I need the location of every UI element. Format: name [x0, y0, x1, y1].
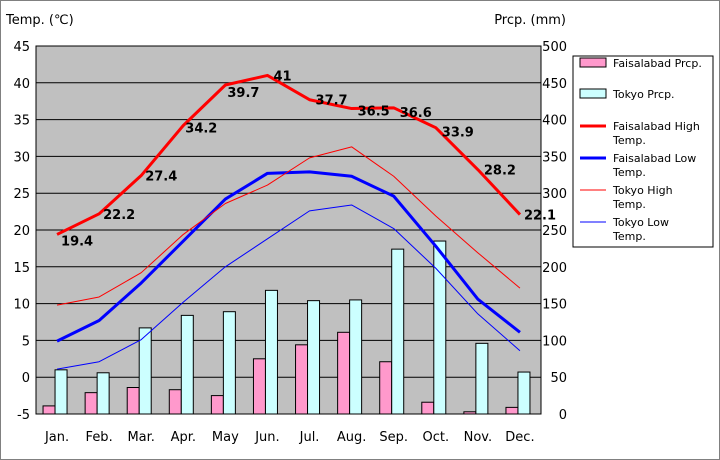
tokyo-prcp-bar	[391, 248, 405, 415]
x-tick-label: Mar.	[127, 430, 154, 445]
tokyo-prcp-bar	[264, 289, 278, 415]
right-tick-label: 350	[542, 150, 567, 165]
left-tick-label: 15	[13, 261, 30, 276]
x-tick-label: Dec.	[505, 430, 534, 445]
data-labels: 19.4 22.2 27.4 34.2 39.7 41 37.7 36.5 36.6 33.9 28…	[61, 69, 556, 249]
faisalabad-high-data-label: 22.1	[524, 209, 556, 224]
tokyo-prcp-bar	[222, 311, 236, 415]
left-tick-label: 25	[13, 187, 30, 202]
x-tick-label: Apr.	[171, 430, 196, 445]
legend-label: Tokyo Prcp.	[612, 88, 675, 101]
right-tick-label: 450	[542, 77, 567, 92]
faisalabad-prcp-bar	[421, 401, 435, 415]
legend-swatch	[579, 88, 607, 99]
faisalabad-high-data-label: 41	[273, 69, 291, 84]
legend-box	[572, 55, 714, 248]
tokyo-high-line	[56, 146, 521, 306]
x-tick-label: Jan.	[44, 430, 69, 445]
legend-swatch	[579, 57, 607, 68]
right-tick-label: 200	[542, 261, 567, 276]
tokyo-prcp-bar	[138, 327, 152, 415]
legend-label: Faisalabad High Temp.	[612, 120, 700, 147]
right-axis-title: Prcp. (mm)	[494, 13, 566, 28]
legend: Faisalabad Prcp. Tokyo Prcp. Faisalabad Hi…	[579, 57, 702, 243]
faisalabad-prcp-bar	[42, 405, 56, 415]
x-tick-label: Nov.	[464, 430, 493, 445]
faisalabad-prcp-bar	[379, 361, 393, 415]
faisalabad-prcp-bar	[168, 389, 182, 415]
x-tick-label: Feb.	[86, 430, 113, 445]
left-tick-label: 5	[22, 334, 30, 349]
faisalabad-high-data-label: 39.7	[227, 86, 259, 101]
precip-bars	[42, 240, 531, 415]
x-tick-label: Jul.	[299, 430, 320, 445]
x-tick-label: Jun.	[254, 430, 279, 445]
faisalabad-high-data-label: 34.2	[185, 121, 217, 136]
faisalabad-high-data-label: 22.2	[103, 208, 135, 223]
faisalabad-high-data-label: 33.9	[442, 126, 474, 141]
legend-faisalabad-high: Faisalabad High Temp.	[580, 120, 700, 147]
axes: 454035302520151050-550045040035030025020…	[13, 40, 567, 445]
right-tick-label: 50	[550, 371, 567, 386]
tokyo-prcp-bar	[307, 300, 321, 415]
tokyo-prcp-bar	[54, 369, 68, 415]
right-tick-label: 400	[542, 114, 567, 129]
legend-label: Faisalabad Low Temp.	[612, 152, 696, 179]
right-tick-label: 150	[542, 298, 567, 313]
left-tick-label: 40	[13, 77, 30, 92]
legend-label: Tokyo Low Temp.	[612, 216, 669, 243]
right-tick-label: 250	[542, 224, 567, 239]
faisalabad-high-data-label: 36.5	[358, 105, 390, 120]
legend-tokyo-high: Tokyo High Temp.	[580, 184, 673, 211]
left-tick-label: 10	[13, 298, 30, 313]
legend-faisalabad-low: Faisalabad Low Temp.	[580, 152, 696, 179]
x-tick-label: Aug.	[337, 430, 367, 445]
legend-label: Faisalabad Prcp.	[613, 57, 702, 70]
faisalabad-high-data-label: 36.6	[400, 106, 432, 121]
right-tick-label: 100	[542, 334, 567, 349]
left-tick-label: 30	[13, 150, 30, 165]
faisalabad-high-data-label: 37.7	[316, 94, 348, 109]
right-tick-label: 500	[542, 40, 567, 55]
tokyo-prcp-bar	[517, 371, 531, 415]
left-tick-label: 0	[22, 371, 30, 386]
faisalabad-prcp-bar	[463, 411, 477, 415]
faisalabad-low-line	[56, 170, 521, 343]
faisalabad-prcp-bar	[337, 331, 351, 415]
faisalabad-prcp-bar	[84, 392, 98, 415]
x-tick-label: Oct.	[422, 430, 449, 445]
left-tick-label: 45	[13, 40, 30, 55]
faisalabad-high-data-label: 19.4	[61, 234, 93, 249]
x-tick-label: May	[212, 430, 239, 445]
tokyo-low-line	[56, 204, 521, 370]
right-tick-label: 300	[542, 187, 567, 202]
faisalabad-prcp-bar	[252, 358, 266, 415]
tokyo-prcp-bar	[349, 299, 363, 415]
legend-faisalabad-prcp: Faisalabad Prcp.	[579, 57, 702, 70]
faisalabad-prcp-bar	[505, 406, 519, 415]
right-tick-label: 0	[559, 408, 567, 423]
left-tick-label: 35	[13, 114, 30, 129]
legend-tokyo-low: Tokyo Low Temp.	[580, 216, 669, 243]
faisalabad-prcp-bar	[210, 395, 224, 415]
tokyo-prcp-bar	[96, 372, 110, 415]
tokyo-prcp-bar	[180, 314, 194, 415]
left-tick-label: -5	[17, 408, 30, 423]
tokyo-prcp-bar	[475, 342, 489, 415]
faisalabad-high-line	[56, 73, 522, 236]
x-tick-label: Sep.	[379, 430, 408, 445]
legend-tokyo-prcp: Tokyo Prcp.	[579, 88, 675, 101]
left-tick-label: 20	[13, 224, 30, 239]
faisalabad-prcp-bar	[126, 387, 140, 415]
faisalabad-prcp-bar	[295, 344, 309, 415]
faisalabad-high-data-label: 28.2	[484, 164, 516, 179]
grid	[36, 82, 541, 378]
temp-lines	[56, 73, 522, 370]
legend-label: Tokyo High Temp.	[612, 184, 673, 211]
faisalabad-high-data-label: 27.4	[145, 170, 177, 185]
left-axis-title: Temp. (℃)	[5, 13, 74, 28]
tokyo-prcp-bar	[433, 240, 447, 415]
